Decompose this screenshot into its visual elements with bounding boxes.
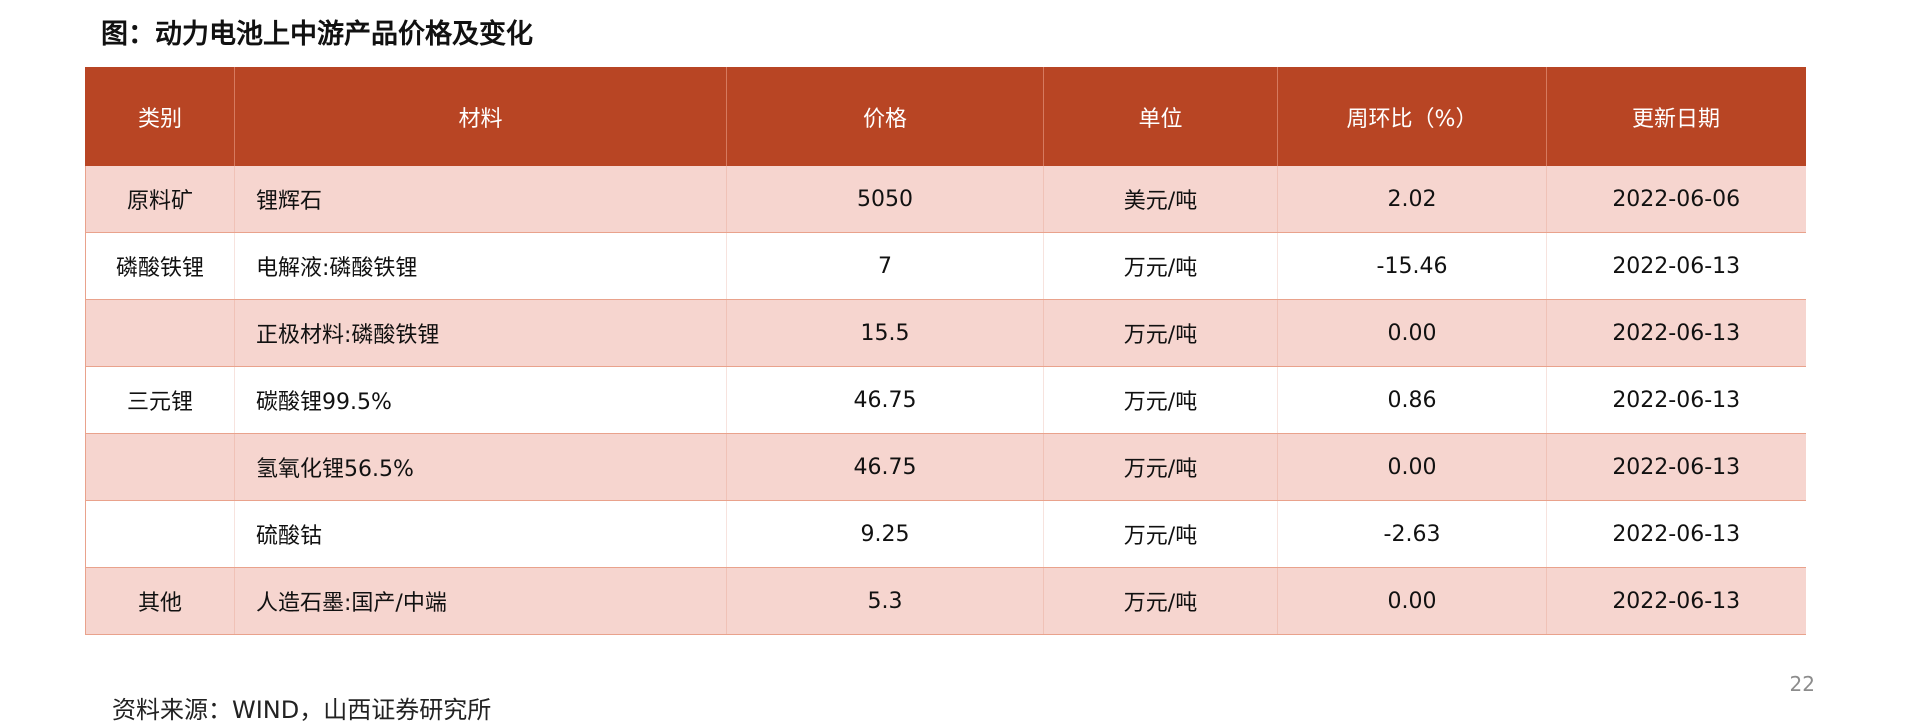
- cell-update-date: 2022-06-13: [1546, 567, 1806, 635]
- cell-price: 9.25: [726, 500, 1044, 568]
- header-category: 类别: [85, 67, 235, 166]
- table-row: 正极材料:磷酸铁锂 15.5 万元/吨 0.00 2022-06-13: [85, 299, 1806, 367]
- cell-week-change: 2.02: [1277, 166, 1547, 233]
- table-body: 原料矿 锂辉石 5050 美元/吨 2.02 2022-06-06 磷酸铁锂 电…: [85, 166, 1806, 635]
- cell-unit: 万元/吨: [1043, 433, 1278, 501]
- cell-week-change: -2.63: [1277, 500, 1547, 568]
- cell-unit: 万元/吨: [1043, 232, 1278, 300]
- table-header: 类别 材料 价格 单位 周环比（%） 更新日期: [85, 67, 1806, 166]
- price-table-container: 类别 材料 价格 单位 周环比（%） 更新日期 原料矿 锂辉石 5050 美元/…: [85, 67, 1806, 635]
- cell-update-date: 2022-06-13: [1546, 500, 1806, 568]
- cell-price: 46.75: [726, 366, 1044, 434]
- cell-unit: 万元/吨: [1043, 500, 1278, 568]
- cell-material: 硫酸钴: [234, 500, 727, 568]
- table-row: 其他 人造石墨:国产/中端 5.3 万元/吨 0.00 2022-06-13: [85, 567, 1806, 635]
- table-row: 氢氧化锂56.5% 46.75 万元/吨 0.00 2022-06-13: [85, 433, 1806, 501]
- price-table: 类别 材料 价格 单位 周环比（%） 更新日期 原料矿 锂辉石 5050 美元/…: [85, 67, 1806, 635]
- cell-week-change: -15.46: [1277, 232, 1547, 300]
- cell-category: [85, 433, 235, 501]
- cell-material: 正极材料:磷酸铁锂: [234, 299, 727, 367]
- cell-category: 三元锂: [85, 366, 235, 434]
- cell-week-change: 0.86: [1277, 366, 1547, 434]
- table-row: 三元锂 碳酸锂99.5% 46.75 万元/吨 0.86 2022-06-13: [85, 366, 1806, 434]
- header-price: 价格: [726, 67, 1044, 166]
- cell-price: 5.3: [726, 567, 1044, 635]
- cell-week-change: 0.00: [1277, 299, 1547, 367]
- page-title: 图：动力电池上中游产品价格及变化: [101, 19, 533, 50]
- cell-material: 氢氧化锂56.5%: [234, 433, 727, 501]
- cell-price: 46.75: [726, 433, 1044, 501]
- cell-category: [85, 500, 235, 568]
- cell-material: 人造石墨:国产/中端: [234, 567, 727, 635]
- cell-price: 7: [726, 232, 1044, 300]
- cell-category: 原料矿: [85, 166, 235, 233]
- header-week-change: 周环比（%）: [1277, 67, 1547, 166]
- header-material: 材料: [234, 67, 727, 166]
- cell-price: 5050: [726, 166, 1044, 233]
- header-unit: 单位: [1043, 67, 1278, 166]
- cell-material: 碳酸锂99.5%: [234, 366, 727, 434]
- cell-update-date: 2022-06-06: [1546, 166, 1806, 233]
- cell-update-date: 2022-06-13: [1546, 232, 1806, 300]
- cell-unit: 万元/吨: [1043, 567, 1278, 635]
- source-note: 资料来源：WIND，山西证券研究所: [112, 696, 492, 724]
- table-row: 硫酸钴 9.25 万元/吨 -2.63 2022-06-13: [85, 500, 1806, 568]
- cell-price: 15.5: [726, 299, 1044, 367]
- header-update-date: 更新日期: [1546, 67, 1806, 166]
- table-row: 原料矿 锂辉石 5050 美元/吨 2.02 2022-06-06: [85, 166, 1806, 233]
- cell-unit: 美元/吨: [1043, 166, 1278, 233]
- cell-category: [85, 299, 235, 367]
- header-row: 类别 材料 价格 单位 周环比（%） 更新日期: [85, 67, 1806, 166]
- cell-category: 磷酸铁锂: [85, 232, 235, 300]
- cell-unit: 万元/吨: [1043, 366, 1278, 434]
- cell-update-date: 2022-06-13: [1546, 433, 1806, 501]
- cell-update-date: 2022-06-13: [1546, 299, 1806, 367]
- cell-material: 电解液:磷酸铁锂: [234, 232, 727, 300]
- cell-week-change: 0.00: [1277, 567, 1547, 635]
- table-row: 磷酸铁锂 电解液:磷酸铁锂 7 万元/吨 -15.46 2022-06-13: [85, 232, 1806, 300]
- cell-unit: 万元/吨: [1043, 299, 1278, 367]
- cell-material: 锂辉石: [234, 166, 727, 233]
- page-number: 22: [1789, 672, 1815, 696]
- cell-update-date: 2022-06-13: [1546, 366, 1806, 434]
- cell-week-change: 0.00: [1277, 433, 1547, 501]
- cell-category: 其他: [85, 567, 235, 635]
